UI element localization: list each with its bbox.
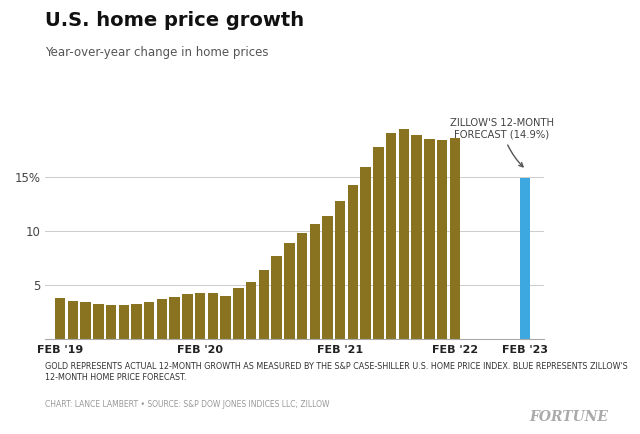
- Bar: [81, 302, 91, 339]
- Bar: [182, 294, 193, 339]
- Bar: [118, 305, 129, 339]
- Text: FORTUNE: FORTUNE: [529, 410, 608, 424]
- Text: ZILLOW'S 12-MONTH
FORECAST (14.9%): ZILLOW'S 12-MONTH FORECAST (14.9%): [450, 118, 554, 167]
- Bar: [233, 288, 244, 339]
- Bar: [170, 296, 180, 339]
- Bar: [195, 293, 205, 339]
- Bar: [106, 305, 116, 339]
- Bar: [207, 293, 218, 339]
- Text: U.S. home price growth: U.S. home price growth: [45, 11, 304, 30]
- Bar: [348, 185, 358, 339]
- Bar: [399, 129, 409, 339]
- Bar: [412, 135, 422, 339]
- Bar: [310, 224, 320, 339]
- Bar: [55, 298, 65, 339]
- Bar: [450, 138, 460, 339]
- Bar: [335, 201, 346, 339]
- Bar: [259, 270, 269, 339]
- Bar: [144, 302, 154, 339]
- Bar: [386, 133, 396, 339]
- Bar: [437, 140, 447, 339]
- Bar: [323, 216, 333, 339]
- Bar: [360, 167, 371, 339]
- Bar: [520, 178, 530, 339]
- Bar: [68, 301, 78, 339]
- Text: GOLD REPRESENTS ACTUAL 12-MONTH GROWTH AS MEASURED BY THE S&P CASE-SHILLER U.S. : GOLD REPRESENTS ACTUAL 12-MONTH GROWTH A…: [45, 362, 628, 382]
- Bar: [220, 296, 231, 339]
- Bar: [131, 304, 141, 339]
- Bar: [93, 304, 104, 339]
- Bar: [157, 299, 167, 339]
- Bar: [373, 147, 383, 339]
- Bar: [297, 233, 307, 339]
- Bar: [271, 256, 282, 339]
- Text: CHART: LANCE LAMBERT • SOURCE: S&P DOW JONES INDICES LLC; ZILLOW: CHART: LANCE LAMBERT • SOURCE: S&P DOW J…: [45, 400, 330, 409]
- Bar: [284, 243, 294, 339]
- Bar: [424, 138, 435, 339]
- Bar: [246, 282, 257, 339]
- Text: Year-over-year change in home prices: Year-over-year change in home prices: [45, 46, 268, 59]
